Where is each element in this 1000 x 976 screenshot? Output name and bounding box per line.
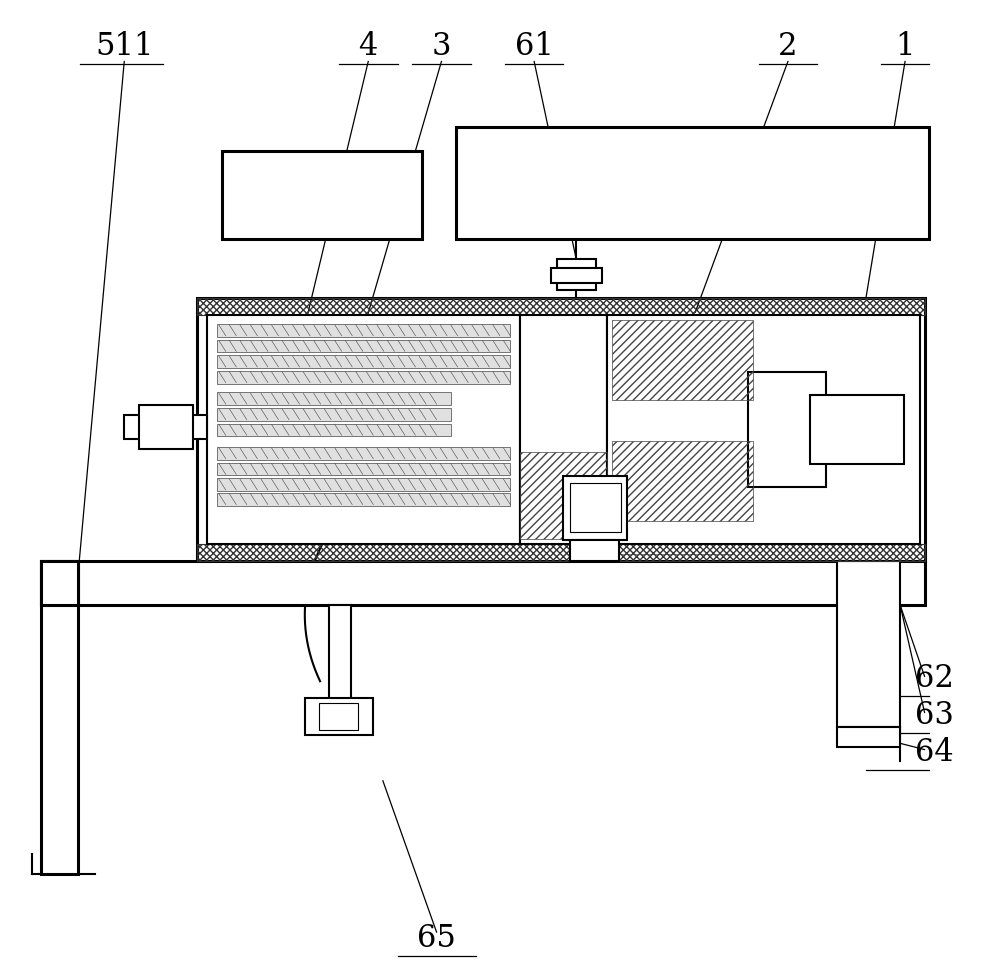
Bar: [217, 493, 510, 506]
Text: 65: 65: [417, 923, 456, 955]
Bar: [319, 703, 358, 730]
Bar: [41, 561, 78, 605]
Bar: [612, 320, 753, 400]
Bar: [217, 392, 451, 405]
Text: 61: 61: [515, 31, 554, 62]
Bar: [607, 315, 920, 544]
Text: 511: 511: [95, 31, 153, 62]
Bar: [612, 441, 753, 521]
Bar: [520, 315, 607, 544]
Text: 64: 64: [915, 737, 954, 768]
Bar: [197, 298, 925, 561]
Bar: [217, 463, 510, 475]
Bar: [217, 355, 510, 368]
Bar: [810, 395, 904, 464]
Bar: [217, 424, 451, 436]
Bar: [41, 561, 78, 874]
Text: 62: 62: [915, 663, 954, 694]
Bar: [748, 372, 826, 486]
Bar: [217, 340, 510, 352]
Bar: [563, 476, 627, 540]
Bar: [207, 315, 520, 544]
Bar: [551, 268, 602, 283]
Bar: [837, 727, 900, 747]
Bar: [197, 298, 925, 315]
Text: 4: 4: [359, 31, 378, 62]
Bar: [217, 324, 510, 337]
Bar: [837, 561, 900, 727]
Bar: [217, 478, 510, 491]
Bar: [217, 447, 510, 460]
Text: 63: 63: [915, 700, 954, 731]
Bar: [305, 698, 373, 735]
Bar: [217, 408, 451, 421]
Bar: [520, 452, 607, 539]
Bar: [570, 540, 619, 561]
Bar: [456, 127, 929, 239]
Text: 3: 3: [432, 31, 451, 62]
Bar: [197, 544, 925, 561]
Bar: [217, 371, 510, 384]
Text: 1: 1: [895, 31, 915, 62]
Bar: [329, 605, 351, 717]
Bar: [41, 561, 925, 605]
Bar: [139, 405, 193, 449]
Bar: [222, 151, 422, 239]
Text: 2: 2: [778, 31, 798, 62]
Bar: [570, 483, 621, 532]
Bar: [124, 415, 207, 439]
Bar: [557, 259, 596, 290]
